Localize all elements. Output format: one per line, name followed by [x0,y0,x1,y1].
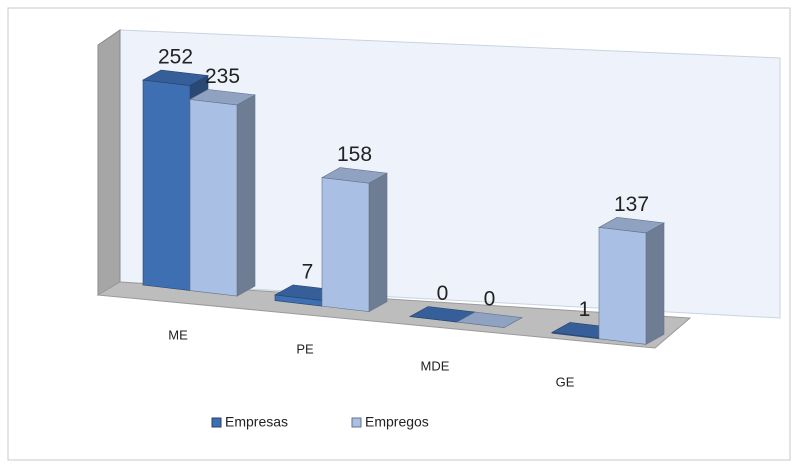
legend-label: Empresas [225,414,288,430]
bar-front [321,177,370,313]
data-label: 137 [614,193,649,216]
data-label: 0 [437,282,449,305]
data-label: 235 [205,65,240,88]
floor [96,281,692,349]
bar-side [236,94,256,297]
legend-label: Empregos [365,414,429,430]
side-wall [97,29,121,296]
legend-swatch [351,417,362,428]
data-label: 0 [484,288,496,311]
data-label: 7 [302,260,314,283]
bar-front [189,99,238,297]
bar-top [598,217,665,234]
bar [598,217,665,345]
data-label: 158 [337,143,372,166]
x-tick-label: ME [168,327,188,342]
data-label: 1 [579,298,591,321]
bar-side [645,222,665,345]
bar-top [321,167,388,184]
bar [456,311,523,328]
bar [321,167,388,313]
legend-swatch [211,417,222,428]
bar-top [189,89,256,106]
x-tick-label: PE [296,341,314,356]
bar-front [142,79,191,291]
bar-top [142,69,209,86]
data-label: 252 [158,46,193,69]
bar [189,89,256,297]
x-tick-label: MDE [421,358,450,373]
bar-top [456,311,523,328]
x-tick-label: GE [556,374,575,389]
bar-front [598,227,647,345]
bar-side [368,172,388,313]
